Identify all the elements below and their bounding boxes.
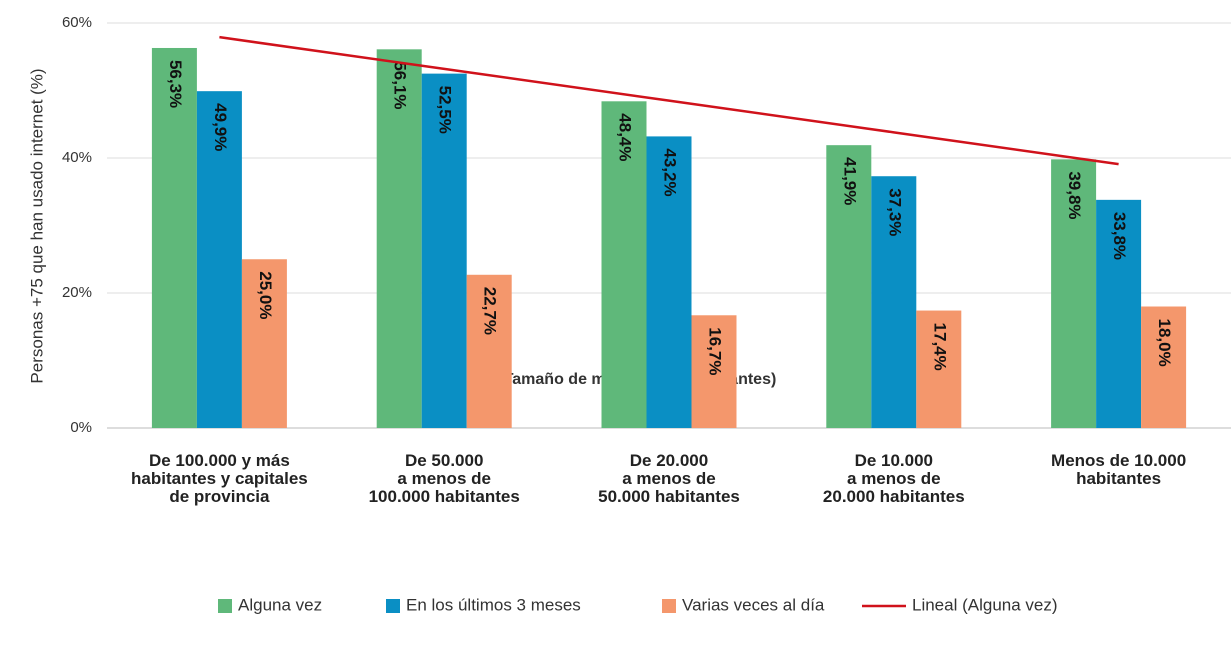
x-tick-label: De 20.000 a menos de 50.000 habitantes <box>598 451 740 506</box>
x-tick-label: De 100.000 y más habitantes y capitales de… <box>131 451 308 506</box>
x-tick-line: 100.000 habitantes <box>369 487 520 506</box>
legend-swatch <box>386 599 400 613</box>
x-tick-label: De 50.000 a menos de 100.000 habitantes <box>369 451 520 506</box>
bar <box>1141 306 1187 428</box>
value-label: 49,9% <box>211 103 230 151</box>
x-tick-line: Menos de 10.000 <box>1051 451 1186 470</box>
legend-label: En los últimos 3 meses <box>406 595 581 614</box>
x-tick-line: De 20.000 <box>630 451 708 470</box>
x-tick-line: de provincia <box>169 487 270 506</box>
value-label: 17,4% <box>930 323 949 371</box>
value-label: 56,1% <box>391 61 410 109</box>
y-tick-label: 20% <box>62 284 92 301</box>
legend-label: Lineal (Alguna vez) <box>912 595 1058 614</box>
bar <box>151 47 197 428</box>
x-tick-line: a menos de <box>847 469 941 488</box>
value-label: 41,9% <box>840 157 859 205</box>
value-label: 43,2% <box>661 148 680 196</box>
value-label: 25,0% <box>256 271 275 319</box>
value-label: 37,3% <box>885 188 904 236</box>
trend-line <box>219 35 1119 166</box>
y-tick-label: 0% <box>70 419 92 436</box>
x-tick-line: habitantes <box>1076 469 1161 488</box>
bar <box>421 73 467 428</box>
value-label: 52,5% <box>436 86 455 134</box>
y-tick-label: 40% <box>62 149 92 166</box>
bar <box>1096 199 1142 428</box>
bar <box>601 101 647 429</box>
bar <box>466 274 512 428</box>
legend-label: Varias veces al día <box>682 595 825 614</box>
bar <box>871 176 917 428</box>
value-label: 48,4% <box>616 113 635 161</box>
value-label: 18,0% <box>1155 319 1174 367</box>
value-label: 22,7% <box>481 287 500 335</box>
x-tick-line: 20.000 habitantes <box>823 487 965 506</box>
bar <box>1051 159 1097 428</box>
x-tick-line: De 50.000 <box>405 451 483 470</box>
y-axis-title: Personas +75 que han usado internet (%) <box>27 68 46 383</box>
value-label: 33,8% <box>1110 212 1129 260</box>
bar <box>376 49 422 428</box>
bar <box>826 145 872 429</box>
legend-label: Alguna vez <box>238 595 322 614</box>
bar <box>691 315 737 428</box>
bar <box>646 136 692 428</box>
y-tick-label: 60% <box>62 14 92 31</box>
x-tick-line: De 10.000 <box>855 451 933 470</box>
x-tick-label: Menos de 10.000 habitantes <box>1051 451 1186 488</box>
x-tick-line: 50.000 habitantes <box>598 487 740 506</box>
value-label: 16,7% <box>706 327 725 375</box>
bar <box>241 259 287 428</box>
legend-swatch <box>218 599 232 613</box>
bar <box>916 310 962 428</box>
x-tick-line: a menos de <box>397 469 491 488</box>
legend-swatch <box>662 599 676 613</box>
value-label: 39,8% <box>1065 171 1084 219</box>
x-tick-line: a menos de <box>622 469 716 488</box>
bar <box>196 91 242 429</box>
x-tick-label: De 10.000 a menos de 20.000 habitantes <box>823 451 965 506</box>
value-label: 56,3% <box>166 60 185 108</box>
x-tick-line: De 100.000 y más <box>149 451 290 470</box>
x-tick-line: habitantes y capitales <box>131 469 308 488</box>
